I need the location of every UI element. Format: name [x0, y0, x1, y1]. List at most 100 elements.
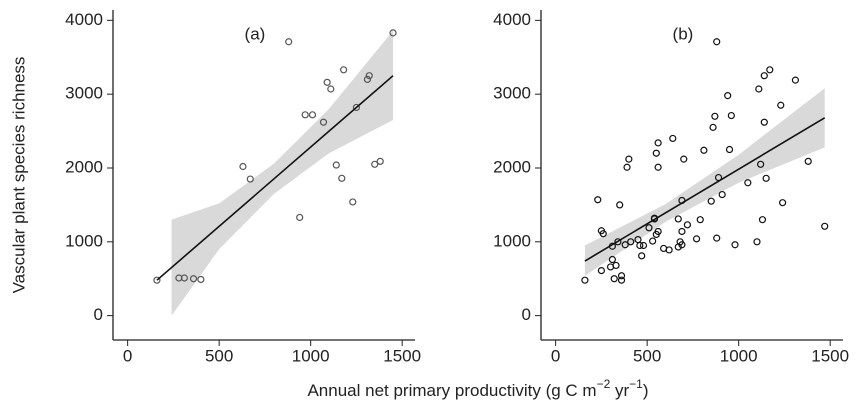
- data-point: [718, 190, 726, 199]
- data-point: [669, 134, 677, 143]
- data-point: [707, 197, 715, 205]
- data-point: [778, 199, 787, 207]
- confidence-band: [171, 30, 394, 316]
- data-point: [338, 174, 346, 182]
- data-point: [696, 216, 704, 224]
- y-tick-label: 0: [94, 305, 103, 324]
- x-tick-label: 500: [205, 346, 233, 365]
- label-part: ): [643, 381, 649, 400]
- y-tick-label: 0: [522, 305, 531, 324]
- x-tick-label: 0: [123, 346, 132, 365]
- data-point: [363, 75, 372, 83]
- data-point: [821, 222, 829, 230]
- confidence-band: [584, 88, 825, 276]
- data-point: [365, 72, 373, 80]
- data-point: [683, 221, 692, 229]
- data-point: [352, 103, 361, 112]
- data-point: [760, 118, 768, 126]
- data-point: [323, 78, 331, 86]
- data-point: [755, 85, 763, 93]
- data-point: [153, 276, 161, 284]
- y-tick-label: 3000: [65, 84, 103, 103]
- data-point: [180, 274, 188, 282]
- data-point: [319, 118, 328, 126]
- data-point: [296, 213, 304, 222]
- data-point: [649, 237, 657, 245]
- regression-line: [584, 117, 826, 262]
- data-point: [753, 238, 761, 246]
- data-point: [327, 85, 335, 93]
- data-point: [197, 275, 205, 284]
- data-point: [376, 157, 384, 165]
- x-tick-label: 500: [633, 346, 661, 365]
- y-tick-label: 4000: [65, 10, 103, 29]
- data-point: [617, 272, 626, 280]
- data-point: [727, 111, 735, 120]
- regression-line: [156, 75, 394, 281]
- data-point: [332, 161, 340, 169]
- data-point: [725, 145, 734, 154]
- data-point: [680, 155, 688, 163]
- data-point: [709, 123, 717, 131]
- superscript: −2: [597, 377, 611, 391]
- data-point: [777, 101, 785, 109]
- data-point: [650, 215, 659, 223]
- y-tick-label: 2000: [493, 157, 531, 176]
- data-point: [246, 175, 254, 183]
- data-point: [766, 66, 774, 74]
- data-point: [389, 29, 397, 37]
- data-point: [239, 162, 247, 171]
- data-point: [636, 241, 644, 250]
- x-tick-label: 1000: [292, 346, 330, 365]
- data-point: [639, 241, 648, 250]
- data-point: [301, 111, 309, 119]
- label-part: yr: [610, 381, 629, 400]
- data-point: [349, 198, 357, 206]
- y-tick-label: 4000: [493, 10, 531, 29]
- data-point: [700, 146, 708, 154]
- data-point: [744, 179, 752, 187]
- data-point: [665, 246, 673, 254]
- data-point: [308, 111, 317, 119]
- data-point: [371, 160, 379, 168]
- data-point: [581, 276, 589, 284]
- superscript: −1: [629, 377, 643, 391]
- data-point: [621, 241, 629, 249]
- data-point: [713, 234, 721, 242]
- data-point: [760, 72, 768, 80]
- data-point: [599, 230, 607, 238]
- x-axis-label: Annual net primary productivity (g C m−2…: [307, 377, 648, 400]
- data-point: [791, 76, 800, 84]
- y-tick-label: 1000: [65, 231, 103, 250]
- data-point: [638, 252, 646, 260]
- data-point: [654, 227, 662, 236]
- data-point: [612, 261, 620, 270]
- y-tick-label: 1000: [493, 231, 531, 250]
- data-point: [645, 224, 653, 232]
- data-point: [614, 238, 622, 246]
- data-point: [617, 276, 626, 284]
- data-point: [340, 66, 348, 74]
- data-point: [608, 255, 616, 264]
- y-tick-label: 3000: [493, 84, 531, 103]
- data-point: [678, 227, 686, 236]
- panel-title: (b): [673, 24, 694, 43]
- x-tick-label: 1500: [811, 346, 849, 365]
- data-point: [711, 112, 719, 120]
- data-point: [654, 139, 662, 147]
- data-point: [623, 163, 631, 171]
- data-point: [627, 238, 635, 246]
- y-axis-label: Vascular plant species richness: [9, 57, 28, 294]
- data-point: [804, 157, 812, 165]
- panel-title: (a): [245, 24, 266, 43]
- data-point: [762, 174, 770, 182]
- data-point: [713, 38, 721, 46]
- label-part: Annual net primary productivity (g C m: [307, 381, 596, 400]
- data-point: [597, 267, 606, 275]
- data-point: [285, 38, 293, 46]
- data-point: [652, 149, 660, 157]
- x-tick-label: 1500: [383, 346, 421, 365]
- data-point: [678, 241, 686, 249]
- data-point: [674, 215, 682, 223]
